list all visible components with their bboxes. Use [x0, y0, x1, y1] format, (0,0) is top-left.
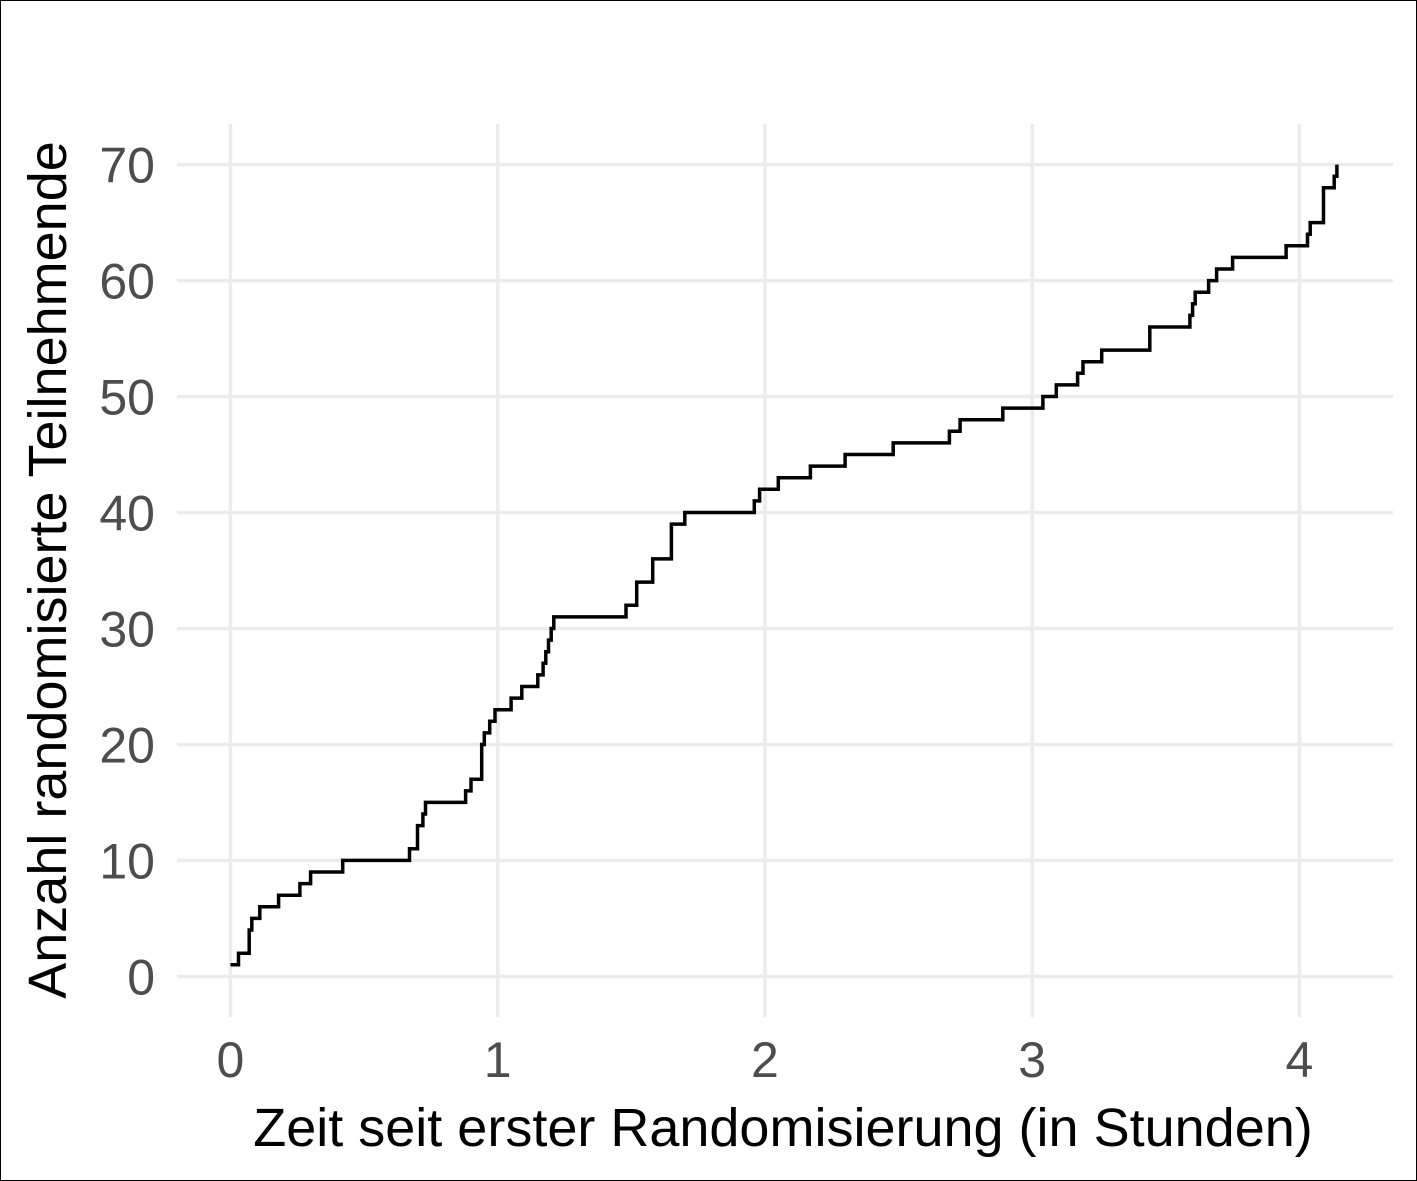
x-tick-label: 1: [484, 1032, 512, 1088]
series-line: [230, 164, 1339, 967]
y-tick-label: 20: [99, 717, 155, 773]
x-tick-label: 4: [1286, 1032, 1314, 1088]
x-tick-label: 2: [751, 1032, 779, 1088]
y-tick-label: 60: [99, 254, 155, 310]
x-tick-label: 3: [1018, 1032, 1046, 1088]
x-axis-title: Zeit seit erster Randomisierung (in Stun…: [253, 1098, 1313, 1158]
grid-lines: [177, 124, 1393, 1017]
y-tick-label: 0: [127, 949, 155, 1005]
x-tick-labels: 0 1 2 3 4: [217, 1032, 1314, 1088]
y-tick-label: 30: [99, 601, 155, 657]
y-axis-title: Anzahl randomisierte Teilnehmende: [18, 141, 78, 999]
y-tick-label: 40: [99, 486, 155, 542]
x-tick-label: 0: [217, 1032, 245, 1088]
y-tick-label: 50: [99, 370, 155, 426]
y-tick-labels: 0 10 20 30 40 50 60 70: [99, 138, 155, 1006]
y-tick-label: 70: [99, 138, 155, 194]
y-tick-label: 10: [99, 833, 155, 889]
